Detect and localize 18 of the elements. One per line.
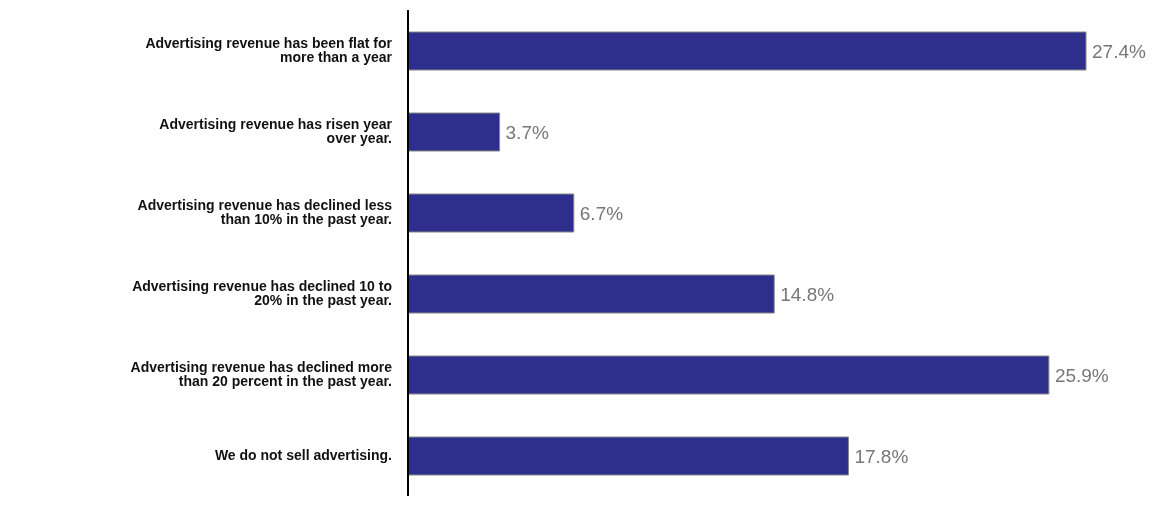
bar [407,31,1087,71]
bar [407,355,1050,395]
y-tick-label: We do not sell advertising. [214,447,392,464]
y-tick-label: Advertising revenue has declined 10 to 20% in the past year. [132,278,392,309]
data-label: 6.7% [579,202,624,224]
bar [407,112,501,152]
data-label: 3.7% [505,121,549,143]
data-label: 14.8% [780,283,835,305]
data-label: 17.8% [854,445,909,467]
y-tick-label: Advertising revenue has declined less than 10% in the past year. [137,197,393,228]
bar [407,436,849,476]
data-label: 27.4% [1092,40,1146,62]
bar [407,193,575,233]
bar [407,274,775,314]
y-tick-label: Advertising revenue has declined more than 20 percent in the past year. [130,359,393,390]
data-label: 25.9% [1054,364,1109,386]
y-tick-label: Advertising revenue has risen year over year. [159,116,393,147]
y-tick-label: Advertising revenue has been flat for more than a year [145,35,393,66]
